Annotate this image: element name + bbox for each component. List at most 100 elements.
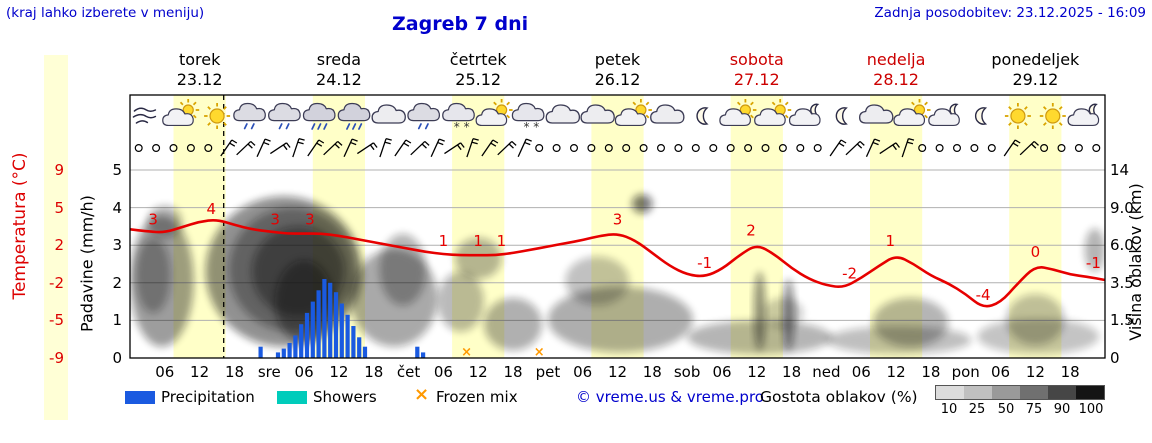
page-title: Zagreb 7 dni — [392, 13, 529, 35]
svg-text:0: 0 — [1031, 243, 1041, 261]
svg-text:sob: sob — [674, 363, 701, 381]
weather-icons-row: * * * * — [132, 99, 1100, 134]
svg-text:06: 06 — [712, 363, 731, 381]
axis-tick: 14 — [1110, 161, 1130, 179]
svg-text:12: 12 — [190, 363, 209, 381]
svg-text:1: 1 — [473, 232, 483, 250]
day-header: sreda 24.12 — [316, 50, 362, 89]
svg-text:1: 1 — [439, 232, 449, 250]
frozen-mix-icon: × — [414, 384, 430, 405]
svg-text:pon: pon — [952, 363, 980, 381]
svg-text:1: 1 — [886, 232, 896, 250]
precipitation-swatch — [125, 391, 155, 404]
cloud-density-tick: 75 — [1025, 402, 1043, 417]
cloud-density-field — [130, 194, 1105, 355]
svg-text:12: 12 — [747, 363, 766, 381]
day-header: ponedeljek 29.12 — [991, 50, 1080, 89]
axis-tick: 5 — [112, 161, 122, 179]
cloud-density-tick: 90 — [1053, 402, 1071, 417]
svg-text:06: 06 — [434, 363, 453, 381]
svg-text:12: 12 — [608, 363, 627, 381]
day-header: nedelja 28.12 — [866, 50, 926, 89]
svg-text:18: 18 — [643, 363, 662, 381]
plot-frame — [129, 94, 1106, 359]
svg-text:06: 06 — [155, 363, 174, 381]
axis-tick: 4 — [112, 198, 122, 217]
precipitation-legend-label: Precipitation — [161, 388, 255, 406]
axis-tick: 5 — [54, 198, 64, 217]
svg-text:12: 12 — [469, 363, 488, 381]
svg-text:12: 12 — [1026, 363, 1045, 381]
cloud-density-tick: 50 — [997, 402, 1015, 417]
svg-text:* *: * * — [454, 120, 470, 134]
svg-text:3: 3 — [270, 211, 280, 229]
time-axis-labels: 06 12 18 sre 06 12 18 čet 06 12 18 pet 06 12 18 sob 06 12… — [155, 363, 1079, 381]
svg-text:06: 06 — [852, 363, 871, 381]
axis-tick: 0 — [112, 349, 122, 367]
cloud-density-tick: 25 — [968, 402, 986, 417]
day-header: torek 23.12 — [176, 50, 223, 89]
svg-text:06: 06 — [573, 363, 592, 381]
temperature-value-labels: 343 31 1 13-12-21-40-1 — [148, 200, 1100, 304]
svg-text:-2: -2 — [842, 265, 857, 283]
svg-text:-1: -1 — [1086, 254, 1101, 272]
svg-text:-4: -4 — [976, 286, 991, 304]
svg-text:* *: * * — [523, 120, 539, 134]
svg-text:sre: sre — [258, 363, 281, 381]
axis-tick: 0 — [1110, 349, 1120, 367]
svg-text:4: 4 — [207, 200, 217, 218]
svg-text:1: 1 — [497, 232, 507, 250]
last-updated: Zadnja posodobitev: 23.12.2025 - 16:09 — [874, 5, 1146, 21]
axis-tick: -9 — [49, 349, 64, 367]
precipitation-bars — [258, 279, 426, 358]
axis-tick: 9 — [54, 161, 64, 179]
copyright-link[interactable]: © vreme.us & vreme.pro — [576, 388, 764, 406]
svg-text:3: 3 — [613, 211, 623, 229]
svg-text:3: 3 — [148, 211, 158, 229]
axis-tick: 2 — [112, 273, 122, 292]
cloud-density-label: Gostota oblakov (%) — [760, 388, 918, 406]
day-header: četrtek 25.12 — [449, 50, 507, 89]
axis-tick: 2 — [54, 236, 64, 255]
svg-text:2: 2 — [746, 221, 756, 239]
wind-symbols-row — [134, 138, 1101, 158]
svg-text:čet: čet — [397, 363, 420, 381]
frozen-mix-marker: × — [461, 345, 472, 360]
temperature-curve — [129, 219, 1106, 308]
cloud-density-tick: 10 — [940, 402, 958, 417]
svg-text:06: 06 — [991, 363, 1010, 381]
svg-text:pet: pet — [536, 363, 561, 381]
frozen-mix-marker: × — [534, 345, 545, 360]
axis-tick: 3 — [112, 236, 122, 255]
svg-text:18: 18 — [782, 363, 801, 381]
axis-tick: 1 — [112, 311, 122, 330]
cloud-density-tick: 100 — [1078, 402, 1104, 417]
svg-text:18: 18 — [364, 363, 383, 381]
svg-text:12: 12 — [887, 363, 906, 381]
svg-text:18: 18 — [921, 363, 940, 381]
temp-axis-strip — [44, 55, 68, 420]
axis-tick: -2 — [49, 273, 64, 292]
menu-hint: (kraj lahko izberete v meniju) — [6, 5, 205, 21]
day-header: petek 26.12 — [594, 50, 641, 89]
svg-text:-1: -1 — [697, 254, 712, 272]
svg-text:06: 06 — [295, 363, 314, 381]
cloud-density-gradient — [935, 385, 1105, 400]
svg-text:18: 18 — [503, 363, 522, 381]
axis-tick: 1.5 — [1110, 311, 1134, 330]
showers-swatch — [277, 391, 307, 404]
axis-tick: 3.5 — [1110, 273, 1134, 292]
axis-tick: 6.0 — [1110, 236, 1134, 255]
axis-tick: 9.0 — [1110, 198, 1134, 217]
frozen-mix-legend-label: Frozen mix — [436, 388, 518, 406]
svg-text:18: 18 — [1061, 363, 1080, 381]
svg-text:12: 12 — [329, 363, 348, 381]
day-header: sobota 27.12 — [729, 50, 784, 89]
axis-tick: -5 — [49, 311, 64, 330]
showers-legend-label: Showers — [313, 388, 377, 406]
svg-text:ned: ned — [812, 363, 840, 381]
svg-text:3: 3 — [305, 211, 315, 229]
svg-text:18: 18 — [225, 363, 244, 381]
